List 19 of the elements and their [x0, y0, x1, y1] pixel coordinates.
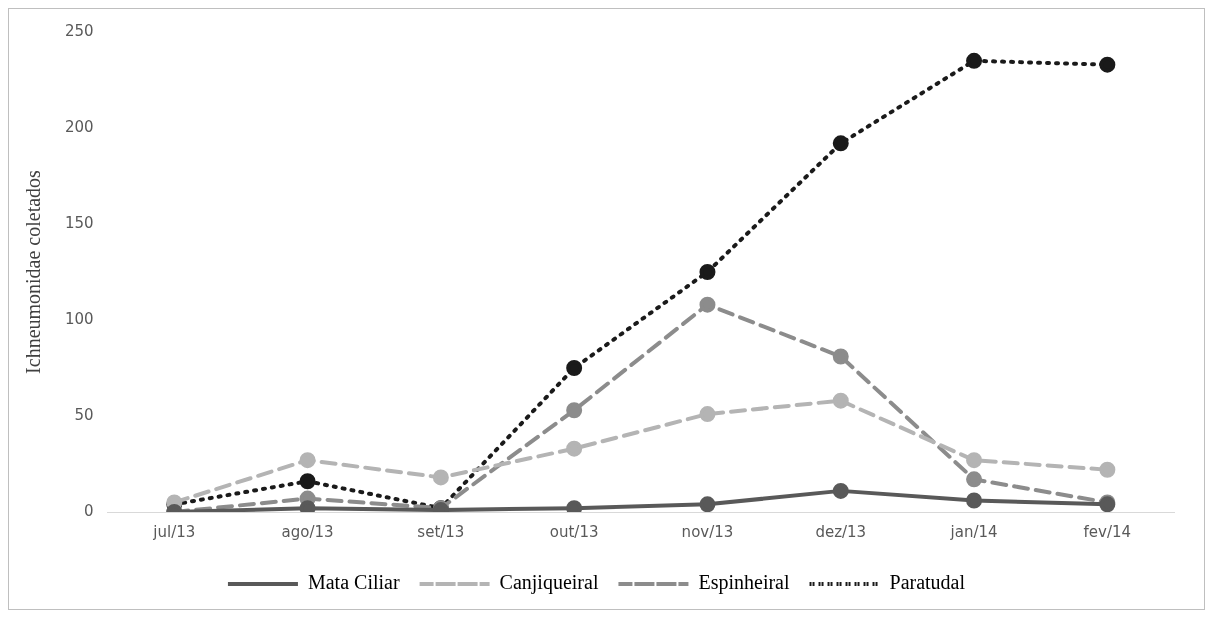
- legend-label: Paratudal: [889, 571, 966, 594]
- y-tick-label: 0: [84, 501, 94, 520]
- y-tick-label: 250: [64, 21, 94, 40]
- x-tick-label: dez/13: [815, 522, 867, 541]
- legend-label: Canjiqueiral: [499, 571, 599, 595]
- x-tick-label: fev/14: [1083, 522, 1132, 541]
- y-tick-label: 200: [64, 117, 94, 136]
- x-tick-label: nov/13: [681, 522, 734, 541]
- y-tick-label: 150: [64, 213, 94, 232]
- y-tick-label: 100: [64, 309, 94, 328]
- legend-label: Espinheiral: [698, 571, 790, 595]
- y-axis-title: Ichneumonidae coletados: [22, 169, 45, 374]
- x-tick-label: set/13: [417, 522, 465, 541]
- legend-label: Mata Ciliar: [307, 571, 400, 594]
- x-tick-label: ago/13: [281, 522, 334, 541]
- x-tick-label: jan/14: [949, 522, 998, 541]
- x-tick-label: out/13: [549, 522, 599, 541]
- x-tick-label: jul/13: [152, 522, 196, 541]
- y-tick-label: 50: [74, 405, 94, 424]
